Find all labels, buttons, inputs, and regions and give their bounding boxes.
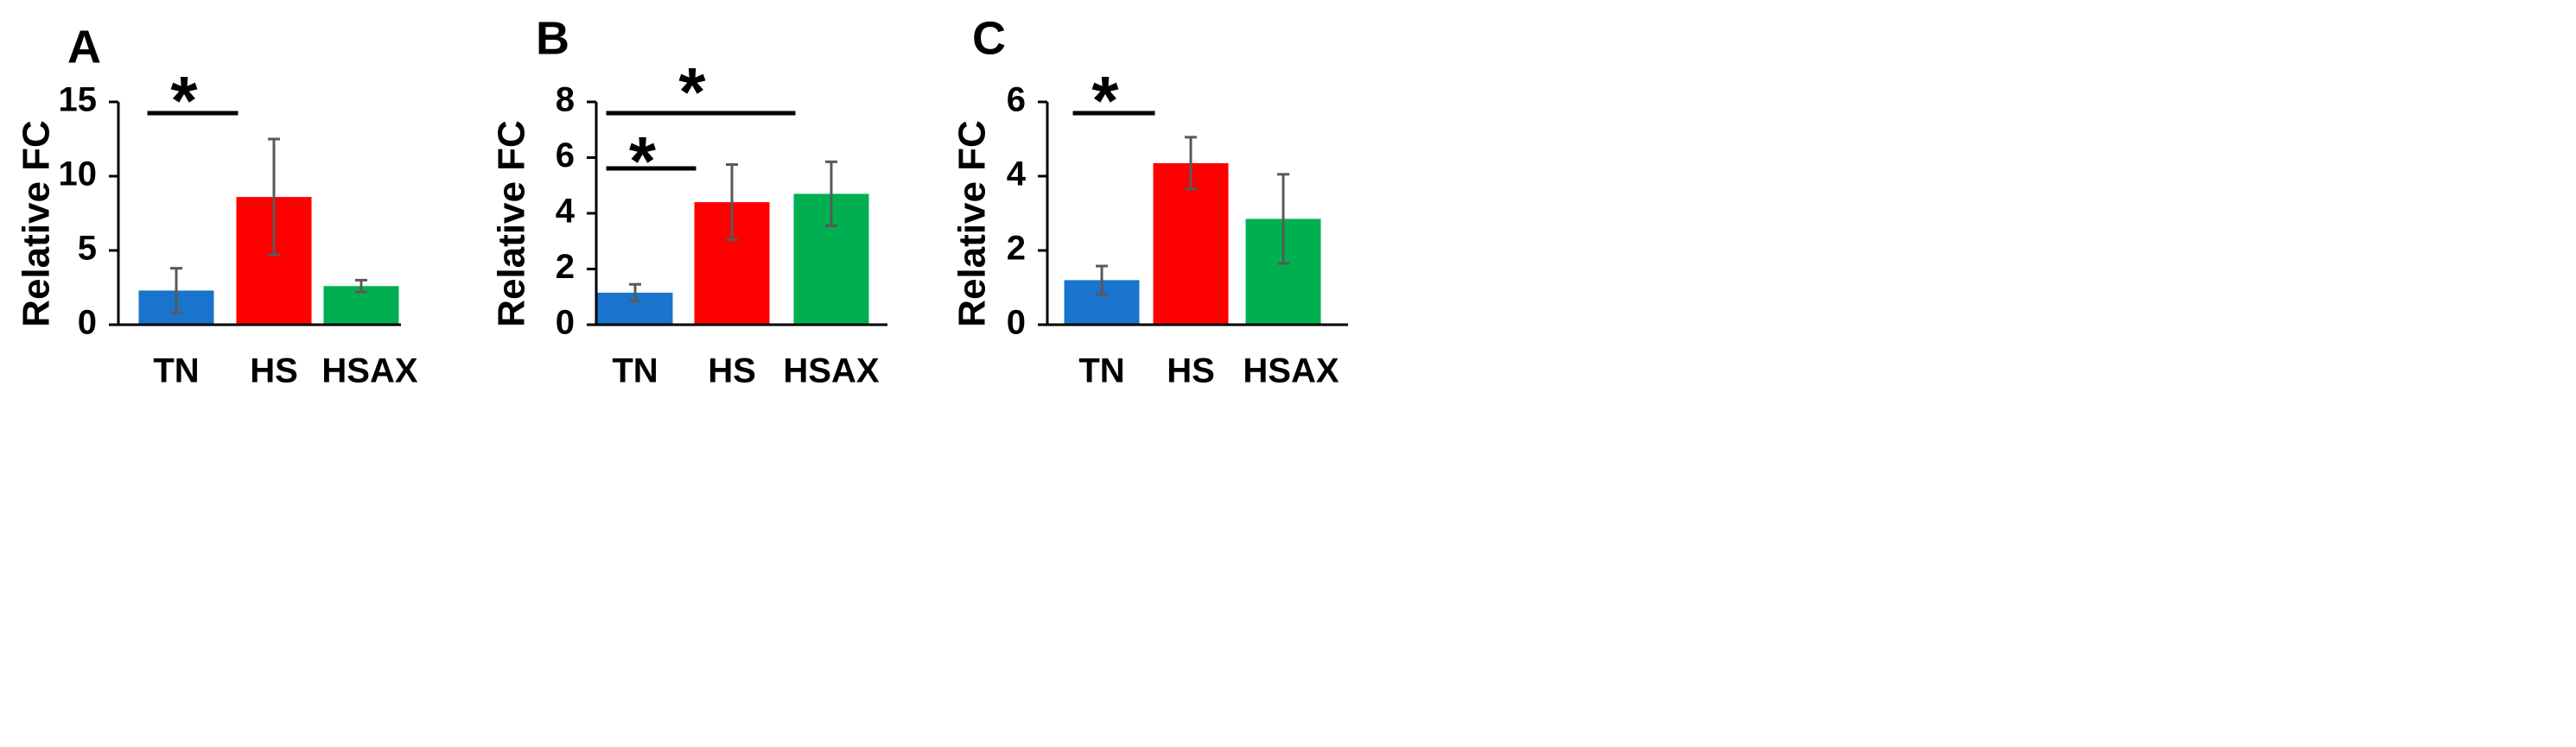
x-tick-label: TN bbox=[612, 352, 658, 390]
x-tick-label: HSAX bbox=[783, 352, 879, 390]
panel-letter: C bbox=[972, 12, 1006, 64]
y-tick-label: 10 bbox=[59, 155, 98, 193]
error-bar-tn bbox=[629, 282, 641, 303]
y-axis-label: Relative FC bbox=[16, 120, 58, 327]
error-bar-hs bbox=[268, 137, 280, 256]
error-bar-hsax bbox=[825, 160, 837, 228]
significance-star: * bbox=[1091, 62, 1119, 139]
chart-panel-c: C Relative FC 0 2 4 6 TN HS HSAX * bbox=[951, 12, 1348, 390]
panel-letter: B bbox=[536, 12, 569, 64]
y-tick-label: 6 bbox=[556, 136, 575, 174]
y-tick-label: 4 bbox=[1007, 155, 1027, 193]
x-tick-label: HSAX bbox=[1243, 352, 1339, 390]
error-bar-hsax bbox=[1277, 173, 1289, 265]
significance-star: * bbox=[170, 62, 198, 139]
error-bar-tn bbox=[1096, 264, 1108, 296]
x-tick-label: HS bbox=[708, 352, 756, 390]
y-tick-label: 5 bbox=[78, 230, 97, 268]
chart-panel-b: B Relative FC 0 2 4 6 8 TN HS HSAX * * bbox=[491, 12, 887, 390]
y-tick-label: 4 bbox=[556, 193, 576, 231]
error-bar-hsax bbox=[355, 278, 367, 294]
error-bar-hs bbox=[1185, 136, 1197, 191]
significance-star: * bbox=[629, 123, 657, 199]
x-tick-label: HS bbox=[1167, 352, 1215, 390]
y-tick-label: 0 bbox=[1007, 304, 1026, 342]
y-axis-label: Relative FC bbox=[951, 120, 994, 327]
y-tick-label: 15 bbox=[59, 81, 98, 119]
y-tick-label: 0 bbox=[556, 304, 575, 342]
y-tick-label: 8 bbox=[556, 81, 575, 119]
x-tick-label: HSAX bbox=[321, 352, 417, 390]
error-bar-tn bbox=[170, 267, 182, 314]
y-tick-label: 6 bbox=[1007, 81, 1026, 119]
y-axis-label: Relative FC bbox=[491, 120, 533, 327]
x-tick-label: TN bbox=[1078, 352, 1124, 390]
y-tick-label: 0 bbox=[78, 304, 97, 342]
panel-letter: A bbox=[67, 21, 101, 73]
y-tick-label: 2 bbox=[1007, 230, 1026, 268]
significance-star: * bbox=[678, 54, 706, 130]
chart-panel-a: A Relative FC 0 5 10 15 TN HS HSAX * bbox=[16, 21, 418, 389]
y-tick-label: 2 bbox=[556, 248, 575, 286]
error-bar-hs bbox=[726, 163, 738, 242]
x-tick-label: HS bbox=[250, 352, 298, 390]
x-tick-label: TN bbox=[153, 352, 199, 390]
